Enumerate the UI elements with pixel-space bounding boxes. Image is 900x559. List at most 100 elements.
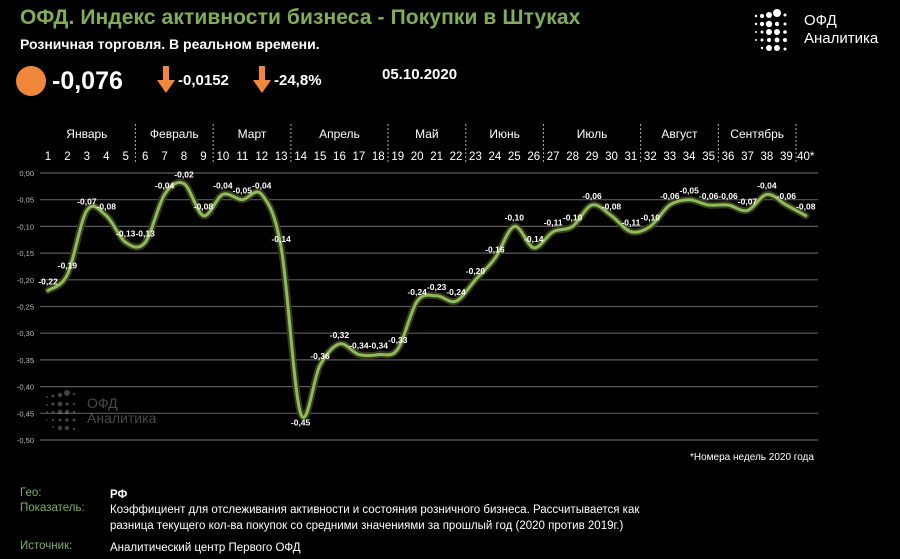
month-label: Апрель (319, 127, 360, 141)
x-tick-label: 29 (586, 151, 599, 163)
data-label: -0,10 (641, 212, 661, 222)
y-tick-label: -0,30 (17, 329, 34, 338)
geo-label: Гео: (20, 487, 42, 499)
chart-gridlines (40, 172, 818, 441)
data-label: -0,10 (563, 212, 583, 222)
data-label: -0,13 (135, 228, 155, 238)
month-label: Июнь (489, 127, 520, 141)
x-tick-label: 39 (780, 151, 793, 163)
data-label: -0,10 (505, 212, 525, 222)
month-label: Сентябрь (730, 127, 784, 141)
x-tick-label: 36 (722, 151, 735, 163)
change-pct-value: -24,8% (274, 71, 322, 89)
data-label: -0,05 (680, 186, 700, 196)
x-tick-label: 17 (352, 151, 365, 163)
month-label: Март (238, 127, 267, 141)
arrow-down-icon (253, 66, 271, 94)
x-tick-label: 5 (123, 151, 129, 163)
source-value: Аналитический центр Первого ОФД (110, 542, 301, 554)
page-subtitle: Розничная торговля. В реальном времени. (20, 36, 320, 52)
data-label: -0,33 (388, 335, 408, 345)
data-label: -0,11 (544, 218, 563, 228)
change-abs-value: -0,0152 (178, 71, 229, 89)
data-label: -0,14 (524, 234, 544, 244)
data-label: -0,08 (97, 202, 117, 212)
x-tick-label: 19 (391, 151, 404, 163)
kpi-date: 05.10.2020 (382, 66, 457, 83)
x-tick-label: 18 (372, 151, 385, 163)
x-tick-label: 14 (294, 151, 307, 163)
status-dot-icon (16, 66, 46, 96)
data-label: -0,34 (349, 341, 369, 351)
x-tick-label: 33 (663, 151, 676, 163)
logo-line1: ОФД (804, 12, 837, 29)
data-label: -0,02 (174, 170, 194, 180)
x-tick-label: 10 (216, 151, 229, 163)
month-label: Май (415, 127, 439, 141)
x-tick-label: 15 (314, 151, 327, 163)
x-tick-label: 7 (161, 151, 167, 163)
series-line (46, 180, 808, 419)
data-label: -0,08 (602, 202, 622, 212)
data-label: -0,06 (777, 191, 797, 201)
x-tick-label: 34 (683, 151, 696, 163)
y-tick-label: -0,45 (17, 409, 34, 418)
x-tick-label: 21 (430, 151, 443, 163)
y-tick-label: -0,40 (17, 383, 34, 392)
y-tick-label: -0,35 (17, 356, 34, 365)
data-label: -0,04 (252, 180, 272, 190)
data-label: -0,19 (58, 260, 78, 270)
x-tick-label: 35 (702, 151, 715, 163)
x-tick-label: 20 (411, 151, 424, 163)
x-tick-label: 4 (103, 151, 110, 163)
month-label: Август (661, 127, 698, 141)
data-label: -0,24 (407, 287, 427, 297)
data-label: -0,45 (291, 417, 311, 427)
data-label: -0,07 (77, 196, 97, 206)
data-label: -0,22 (38, 276, 58, 286)
data-label: -0,04 (155, 180, 175, 190)
page-title: ОФД. Индекс активности бизнеса - Покупки… (20, 6, 581, 29)
geo-value: РФ (110, 489, 128, 501)
x-tick-label: 2 (64, 151, 70, 163)
date-value: 05.10.2020 (382, 66, 458, 83)
dots-logo-icon (754, 9, 787, 51)
x-tick-label: 8 (181, 151, 187, 163)
data-label: -0,34 (369, 341, 389, 351)
data-label: -0,13 (116, 228, 136, 238)
month-label: Февраль (150, 127, 199, 141)
data-label: -0,23 (427, 282, 447, 292)
x-tick-label: 27 (547, 151, 560, 163)
x-tick-label: 1 (45, 151, 51, 163)
kpi-change-abs: -0,0152 (157, 66, 229, 94)
line-chart: 0,00 -0,05 -0,10 -0,15 -0,20 -0,25 -0,30 -0,35 -… (17, 124, 818, 445)
x-tick-label: 16 (333, 151, 346, 163)
indicator-label: Показатель: (20, 502, 85, 514)
x-tick-label: 12 (255, 151, 268, 163)
y-tick-label: -0,20 (17, 276, 34, 285)
x-tick-label: 31 (625, 151, 638, 163)
ofd-logo: ОФД Аналитика (752, 8, 878, 52)
data-label: -0,11 (621, 218, 640, 228)
data-label: -0,07 (738, 196, 758, 206)
index-value: -0,076 (52, 66, 123, 95)
source-label: Источник: (20, 540, 73, 552)
x-tick-label: 32 (644, 151, 657, 163)
logo-line2: Аналитика (804, 30, 879, 47)
x-tick-label: 24 (488, 151, 501, 163)
data-label: -0,36 (310, 351, 330, 361)
x-tick-label: 40* (797, 151, 815, 163)
x-tick-label: 38 (761, 151, 774, 163)
data-label: -0,04 (213, 180, 233, 190)
data-label: -0,24 (446, 287, 466, 297)
data-labels: -0,22-0,19-0,07-0,08-0,13 -0,13-0,04-0,02… (38, 170, 815, 428)
x-tick-label: 25 (508, 151, 521, 163)
indicator-value: Коэффициент для отслеживания активности … (110, 504, 640, 532)
x-tick-label: 13 (275, 151, 288, 163)
data-label: -0,04 (757, 180, 777, 190)
y-tick-label: -0,25 (17, 303, 34, 312)
y-tick-label: -0,05 (17, 196, 34, 205)
x-tick-label: 11 (236, 151, 248, 163)
x-tick-label: 28 (566, 151, 579, 163)
data-label: -0,06 (699, 191, 719, 201)
